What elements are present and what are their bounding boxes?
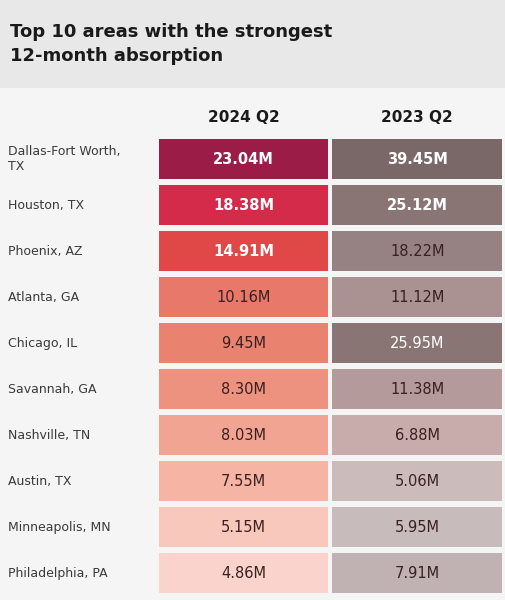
FancyBboxPatch shape	[159, 231, 328, 271]
Text: 7.55M: 7.55M	[221, 473, 266, 488]
Text: Chicago, IL: Chicago, IL	[8, 337, 77, 349]
Text: 5.15M: 5.15M	[221, 520, 266, 535]
Text: 11.12M: 11.12M	[389, 289, 443, 304]
FancyBboxPatch shape	[332, 369, 501, 409]
FancyBboxPatch shape	[332, 185, 501, 225]
Text: Top 10 areas with the strongest
12-month absorption: Top 10 areas with the strongest 12-month…	[10, 23, 332, 65]
FancyBboxPatch shape	[159, 277, 328, 317]
Text: 8.30M: 8.30M	[221, 382, 266, 397]
FancyBboxPatch shape	[332, 323, 501, 363]
FancyBboxPatch shape	[159, 507, 328, 547]
Text: Minneapolis, MN: Minneapolis, MN	[8, 520, 111, 533]
Text: Austin, TX: Austin, TX	[8, 475, 71, 487]
Text: 9.45M: 9.45M	[221, 335, 266, 350]
Text: 2024 Q2: 2024 Q2	[208, 109, 279, 124]
Text: Houston, TX: Houston, TX	[8, 199, 84, 211]
FancyBboxPatch shape	[0, 0, 505, 88]
Text: 10.16M: 10.16M	[216, 289, 270, 304]
FancyBboxPatch shape	[332, 461, 501, 501]
Text: Atlanta, GA: Atlanta, GA	[8, 290, 79, 304]
Text: Philadelphia, PA: Philadelphia, PA	[8, 566, 108, 580]
Text: 18.38M: 18.38M	[213, 197, 274, 212]
Text: Phoenix, AZ: Phoenix, AZ	[8, 245, 82, 257]
Text: 25.12M: 25.12M	[386, 197, 447, 212]
Text: Savannah, GA: Savannah, GA	[8, 383, 96, 395]
Text: 18.22M: 18.22M	[389, 244, 443, 259]
Text: 7.91M: 7.91M	[394, 565, 439, 581]
Text: Nashville, TN: Nashville, TN	[8, 428, 90, 442]
FancyBboxPatch shape	[159, 185, 328, 225]
Text: 8.03M: 8.03M	[221, 427, 266, 443]
FancyBboxPatch shape	[159, 415, 328, 455]
FancyBboxPatch shape	[159, 369, 328, 409]
Text: 11.38M: 11.38M	[389, 382, 443, 397]
Text: 5.95M: 5.95M	[394, 520, 439, 535]
FancyBboxPatch shape	[159, 461, 328, 501]
FancyBboxPatch shape	[159, 323, 328, 363]
Text: 5.06M: 5.06M	[394, 473, 439, 488]
Text: 2023 Q2: 2023 Q2	[381, 109, 452, 124]
Text: 23.04M: 23.04M	[213, 151, 274, 166]
FancyBboxPatch shape	[332, 231, 501, 271]
FancyBboxPatch shape	[332, 415, 501, 455]
Text: Dallas-Fort Worth,
TX: Dallas-Fort Worth, TX	[8, 145, 120, 173]
Text: 4.86M: 4.86M	[221, 565, 266, 581]
FancyBboxPatch shape	[332, 507, 501, 547]
FancyBboxPatch shape	[159, 139, 328, 179]
FancyBboxPatch shape	[159, 553, 328, 593]
FancyBboxPatch shape	[332, 553, 501, 593]
Text: 6.88M: 6.88M	[394, 427, 439, 443]
FancyBboxPatch shape	[332, 139, 501, 179]
Text: 25.95M: 25.95M	[389, 335, 443, 350]
Text: 39.45M: 39.45M	[386, 151, 447, 166]
FancyBboxPatch shape	[332, 277, 501, 317]
Text: 14.91M: 14.91M	[213, 244, 274, 259]
